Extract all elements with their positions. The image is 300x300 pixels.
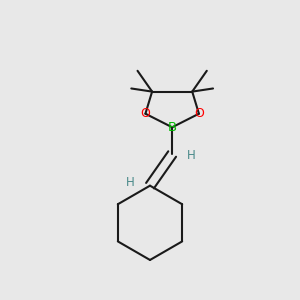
Text: B: B	[168, 121, 177, 134]
Text: H: H	[126, 176, 135, 189]
Text: O: O	[140, 107, 150, 120]
Text: H: H	[187, 149, 196, 162]
Text: O: O	[194, 107, 204, 120]
